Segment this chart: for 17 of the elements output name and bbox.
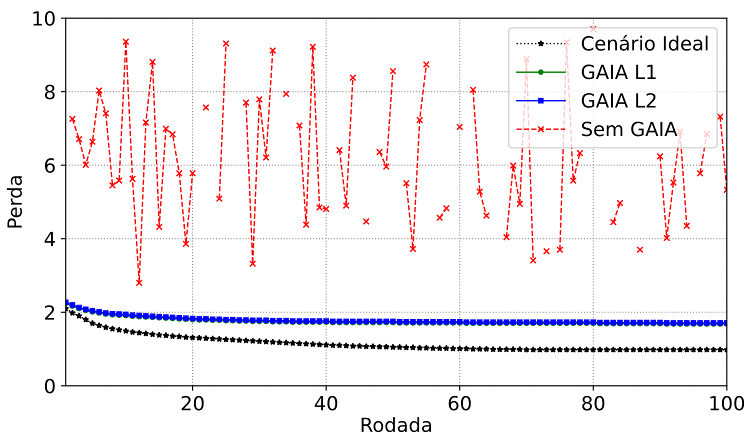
- y-axis-title: Perda: [6, 176, 22, 228]
- y-tick-label: 0: [44, 378, 55, 394]
- y-tick-label: 8: [44, 84, 55, 100]
- y-tick-label: 4: [44, 232, 55, 246]
- y-tick-label: 10: [33, 11, 55, 26]
- x-tick-label: 60: [448, 396, 471, 411]
- x-tick-label: 40: [314, 396, 338, 411]
- y-tick-label: 6: [45, 158, 55, 173]
- x-tick-label: 100: [710, 396, 744, 411]
- x-tick-label: 20: [182, 396, 204, 411]
- x-axis-title: Rodada: [362, 417, 432, 432]
- x-tick-label: 80: [582, 396, 604, 411]
- legend-label: GAIA L1: [582, 64, 656, 80]
- legend-label: Cenário Ideal: [582, 34, 708, 51]
- legend-label: Sem GAIA: [582, 122, 678, 136]
- y-tick-label: 2: [45, 305, 54, 320]
- legend-label: GAIA L2: [582, 93, 656, 108]
